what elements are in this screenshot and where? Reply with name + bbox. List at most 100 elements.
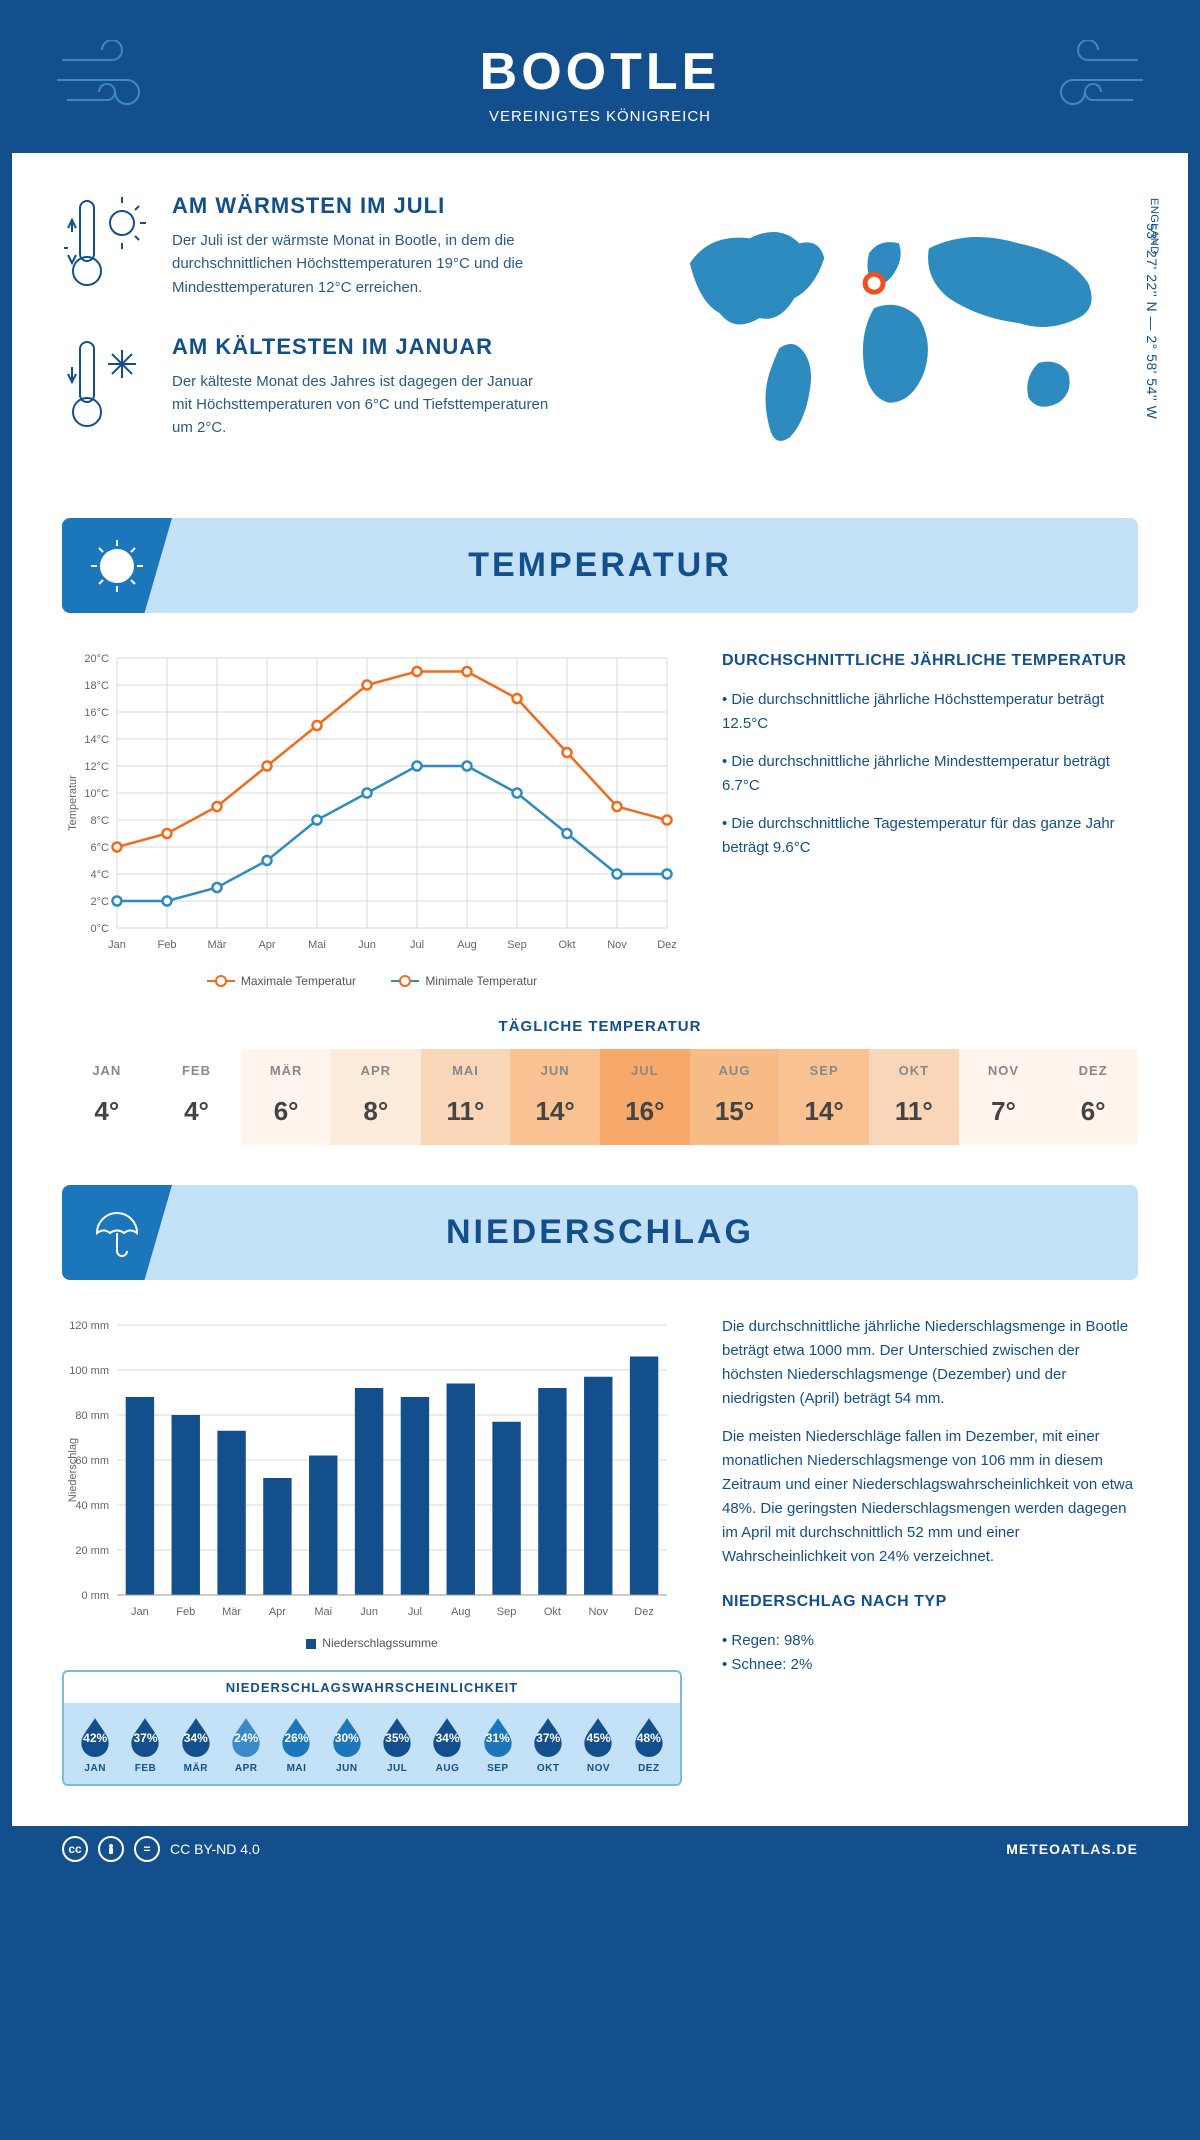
svg-text:Nov: Nov xyxy=(588,1606,608,1618)
month-cell: APR8° xyxy=(331,1049,421,1145)
raindrop-icon: 42% xyxy=(74,1715,116,1757)
month-cell: NOV 7° xyxy=(959,1049,1049,1145)
sun-icon xyxy=(62,518,172,613)
prob-cell: 31% SEP xyxy=(473,1715,523,1774)
footer: cc = CC BY-ND 4.0 METEOATLAS.DE xyxy=(12,1826,1188,1872)
raindrop-icon: 30% xyxy=(326,1715,368,1757)
svg-text:Jun: Jun xyxy=(358,939,376,951)
svg-text:8°C: 8°C xyxy=(91,815,110,827)
svg-text:14°C: 14°C xyxy=(84,734,109,746)
summary-section: AM WÄRMSTEN IM JULI Der Juli ist der wär… xyxy=(12,153,1188,508)
svg-text:0°C: 0°C xyxy=(91,923,110,935)
month-value: 7° xyxy=(959,1096,1049,1127)
svg-text:Sep: Sep xyxy=(507,939,527,951)
warmest-block: AM WÄRMSTEN IM JULI Der Juli ist der wär… xyxy=(62,193,610,299)
prob-month: DEZ xyxy=(624,1763,674,1774)
legend-min: Minimale Temperatur xyxy=(425,974,537,988)
world-map-container: ENGLAND 53° 27' 22'' N — 2° 58' 54'' W xyxy=(640,193,1138,478)
month-label: JUL xyxy=(600,1063,690,1078)
prob-month: MÄR xyxy=(171,1763,221,1774)
raindrop-icon: 26% xyxy=(275,1715,317,1757)
prob-value: 37% xyxy=(133,1731,157,1745)
month-value: 14° xyxy=(779,1096,869,1127)
month-cell: SEP14° xyxy=(779,1049,869,1145)
annual-temp-b3: • Die durchschnittliche Tagestemperatur … xyxy=(722,812,1138,860)
prob-month: OKT xyxy=(523,1763,573,1774)
prob-cell: 26% MAI xyxy=(271,1715,321,1774)
month-label: APR xyxy=(331,1063,421,1078)
prob-value: 42% xyxy=(83,1731,107,1745)
svg-text:100 mm: 100 mm xyxy=(69,1365,109,1377)
prob-cell: 45% NOV xyxy=(573,1715,623,1774)
raindrop-icon: 48% xyxy=(628,1715,670,1757)
svg-text:Aug: Aug xyxy=(457,939,477,951)
raindrop-icon: 37% xyxy=(527,1715,569,1757)
prob-value: 37% xyxy=(536,1731,560,1745)
annual-temp-title: DURCHSCHNITTLICHE JÄHRLICHE TEMPERATUR xyxy=(722,648,1138,674)
site-name: METEOATLAS.DE xyxy=(1006,1841,1138,1857)
svg-text:Temperatur: Temperatur xyxy=(67,775,79,831)
month-label: JAN xyxy=(62,1063,152,1078)
temperature-title: TEMPERATUR xyxy=(468,546,732,585)
raindrop-icon: 34% xyxy=(426,1715,468,1757)
svg-text:Okt: Okt xyxy=(558,939,575,951)
annual-temp-b2: • Die durchschnittliche jährliche Mindes… xyxy=(722,750,1138,798)
prob-cell: 24% APR xyxy=(221,1715,271,1774)
svg-text:Mai: Mai xyxy=(314,1606,332,1618)
month-value: 11° xyxy=(421,1096,511,1127)
svg-text:120 mm: 120 mm xyxy=(69,1320,109,1332)
prob-cell: 37% OKT xyxy=(523,1715,573,1774)
prob-value: 34% xyxy=(184,1731,208,1745)
world-map xyxy=(640,193,1138,473)
svg-text:Apr: Apr xyxy=(258,939,275,951)
precip-type2: • Schnee: 2% xyxy=(722,1653,1138,1677)
svg-text:Feb: Feb xyxy=(176,1606,195,1618)
svg-text:Mär: Mär xyxy=(208,939,227,951)
precip-type-title: NIEDERSCHLAG NACH TYP xyxy=(722,1589,1138,1615)
month-cell: OKT 11° xyxy=(869,1049,959,1145)
raindrop-icon: 37% xyxy=(124,1715,166,1757)
prob-value: 30% xyxy=(335,1731,359,1745)
license-text: CC BY-ND 4.0 xyxy=(170,1841,260,1857)
warmest-title: AM WÄRMSTEN IM JULI xyxy=(172,193,552,219)
precip-p2: Die meisten Niederschläge fallen im Deze… xyxy=(722,1425,1138,1569)
month-cell: DEZ6° xyxy=(1048,1049,1138,1145)
svg-text:Jan: Jan xyxy=(131,1606,149,1618)
month-label: OKT xyxy=(869,1063,959,1078)
bar-chart-legend: Niederschlagssumme xyxy=(62,1636,682,1650)
svg-text:Niederschlag: Niederschlag xyxy=(67,1438,79,1502)
prob-month: FEB xyxy=(120,1763,170,1774)
temperature-content: 0°C2°C4°C6°C8°C10°C12°C14°C16°C18°C20°CJ… xyxy=(12,613,1188,998)
month-label: FEB xyxy=(152,1063,242,1078)
month-cell: JUN 14° xyxy=(510,1049,600,1145)
svg-text:Dez: Dez xyxy=(657,939,677,951)
svg-text:Okt: Okt xyxy=(544,1606,561,1618)
prob-cell: 48% DEZ xyxy=(624,1715,674,1774)
coordinates: 53° 27' 22'' N — 2° 58' 54'' W xyxy=(1144,223,1160,419)
month-label: JUN xyxy=(510,1063,600,1078)
prob-value: 31% xyxy=(486,1731,510,1745)
month-value: 11° xyxy=(869,1096,959,1127)
svg-text:Jan: Jan xyxy=(108,939,126,951)
month-value: 16° xyxy=(600,1096,690,1127)
svg-text:Jul: Jul xyxy=(410,939,424,951)
svg-text:Jun: Jun xyxy=(360,1606,378,1618)
page-subtitle: VEREINIGTES KÖNIGREICH xyxy=(12,108,1188,125)
svg-text:2°C: 2°C xyxy=(91,896,110,908)
coldest-text: Der kälteste Monat des Jahres ist dagege… xyxy=(172,370,552,440)
month-label: NOV xyxy=(959,1063,1049,1078)
svg-text:Dez: Dez xyxy=(634,1606,654,1618)
thermometer-sun-icon xyxy=(62,193,152,293)
month-cell: MÄR6° xyxy=(241,1049,331,1145)
precip-p1: Die durchschnittliche jährliche Niedersc… xyxy=(722,1315,1138,1411)
bar-legend-label: Niederschlagssumme xyxy=(322,1636,437,1650)
page-title: BOOTLE xyxy=(12,42,1188,102)
month-value: 4° xyxy=(152,1096,242,1127)
month-cell: JAN4° xyxy=(62,1049,152,1145)
svg-text:Mai: Mai xyxy=(308,939,326,951)
svg-text:12°C: 12°C xyxy=(84,761,109,773)
cc-icon: cc xyxy=(62,1836,88,1862)
prob-cell: 42% JAN xyxy=(70,1715,120,1774)
svg-text:60 mm: 60 mm xyxy=(75,1455,109,1467)
month-value: 14° xyxy=(510,1096,600,1127)
